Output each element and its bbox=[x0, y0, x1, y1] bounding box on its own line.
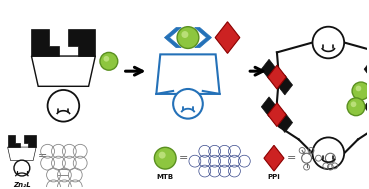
Text: =: = bbox=[38, 151, 47, 161]
Text: PPi: PPi bbox=[268, 174, 280, 180]
Polygon shape bbox=[156, 54, 220, 94]
Polygon shape bbox=[24, 135, 36, 147]
Circle shape bbox=[48, 90, 79, 122]
Polygon shape bbox=[364, 97, 369, 117]
Polygon shape bbox=[264, 145, 284, 171]
Polygon shape bbox=[364, 59, 369, 79]
Circle shape bbox=[14, 160, 30, 176]
Polygon shape bbox=[261, 97, 277, 117]
Circle shape bbox=[100, 52, 118, 70]
Polygon shape bbox=[8, 135, 20, 147]
Polygon shape bbox=[261, 59, 277, 79]
Text: Zn₂L: Zn₂L bbox=[13, 182, 31, 188]
Polygon shape bbox=[31, 29, 59, 56]
Text: MTB: MTB bbox=[157, 174, 174, 180]
Polygon shape bbox=[268, 65, 286, 89]
Polygon shape bbox=[31, 56, 95, 86]
Circle shape bbox=[313, 137, 344, 169]
Circle shape bbox=[177, 27, 199, 48]
Polygon shape bbox=[215, 22, 240, 53]
Polygon shape bbox=[8, 147, 36, 161]
Circle shape bbox=[351, 101, 356, 107]
Polygon shape bbox=[277, 75, 293, 95]
Text: =: = bbox=[178, 153, 188, 163]
Circle shape bbox=[104, 56, 109, 62]
Circle shape bbox=[313, 27, 344, 58]
Polygon shape bbox=[68, 29, 95, 56]
Text: =: = bbox=[287, 153, 296, 163]
Circle shape bbox=[182, 31, 189, 38]
Circle shape bbox=[173, 89, 203, 119]
Circle shape bbox=[352, 82, 369, 100]
Circle shape bbox=[154, 147, 176, 169]
Polygon shape bbox=[268, 103, 286, 127]
Circle shape bbox=[347, 98, 365, 116]
Circle shape bbox=[356, 86, 361, 91]
Circle shape bbox=[159, 152, 166, 159]
Polygon shape bbox=[165, 27, 181, 48]
Polygon shape bbox=[195, 27, 211, 48]
Polygon shape bbox=[277, 113, 293, 132]
